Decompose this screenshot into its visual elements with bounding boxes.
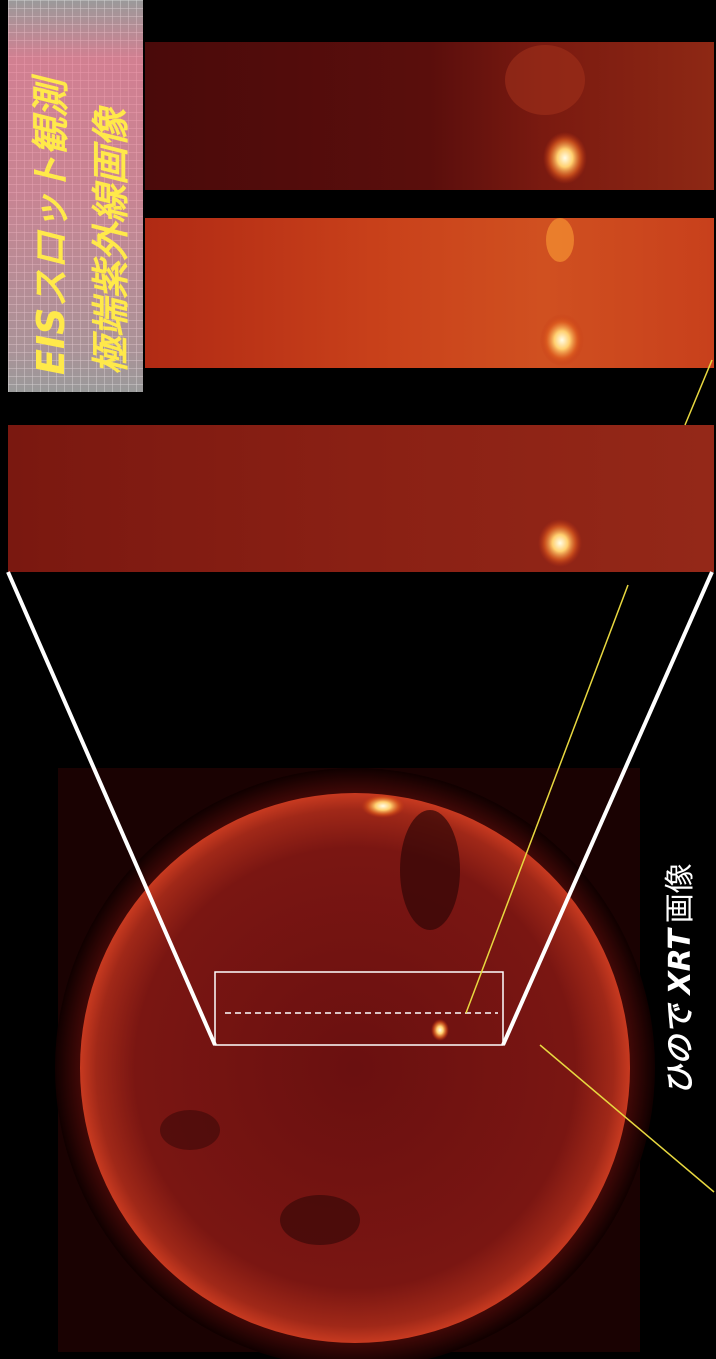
eis-strip (145, 42, 714, 190)
flare (543, 132, 587, 184)
pointer-line (684, 359, 713, 426)
xrt-label: ひので XRT 画像 (663, 863, 698, 1095)
coronal-hole (400, 810, 460, 930)
coronal-hole (280, 1195, 360, 1245)
zoom-line (6, 571, 217, 1046)
slot-box (214, 971, 504, 1046)
eis-label: 極端紫外線画像 (89, 105, 133, 375)
sun-disk (80, 793, 630, 1343)
loop (505, 45, 585, 115)
label-tint (8, 0, 143, 392)
eis-strip (8, 425, 714, 572)
coronal-hole (160, 1110, 220, 1150)
eis-strip (145, 218, 714, 368)
pointer-line (465, 584, 629, 1014)
xrt-suffix: 画像 (663, 863, 698, 923)
xrt-name: ひので XRT (663, 927, 698, 1095)
flare (361, 794, 405, 818)
flare (431, 1019, 449, 1041)
flare (540, 314, 584, 366)
zoom-line (501, 571, 714, 1046)
flare (538, 519, 582, 567)
loop (546, 218, 574, 262)
pointer-line (539, 1044, 715, 1193)
eis-label: EISスロット観測 (29, 74, 73, 375)
